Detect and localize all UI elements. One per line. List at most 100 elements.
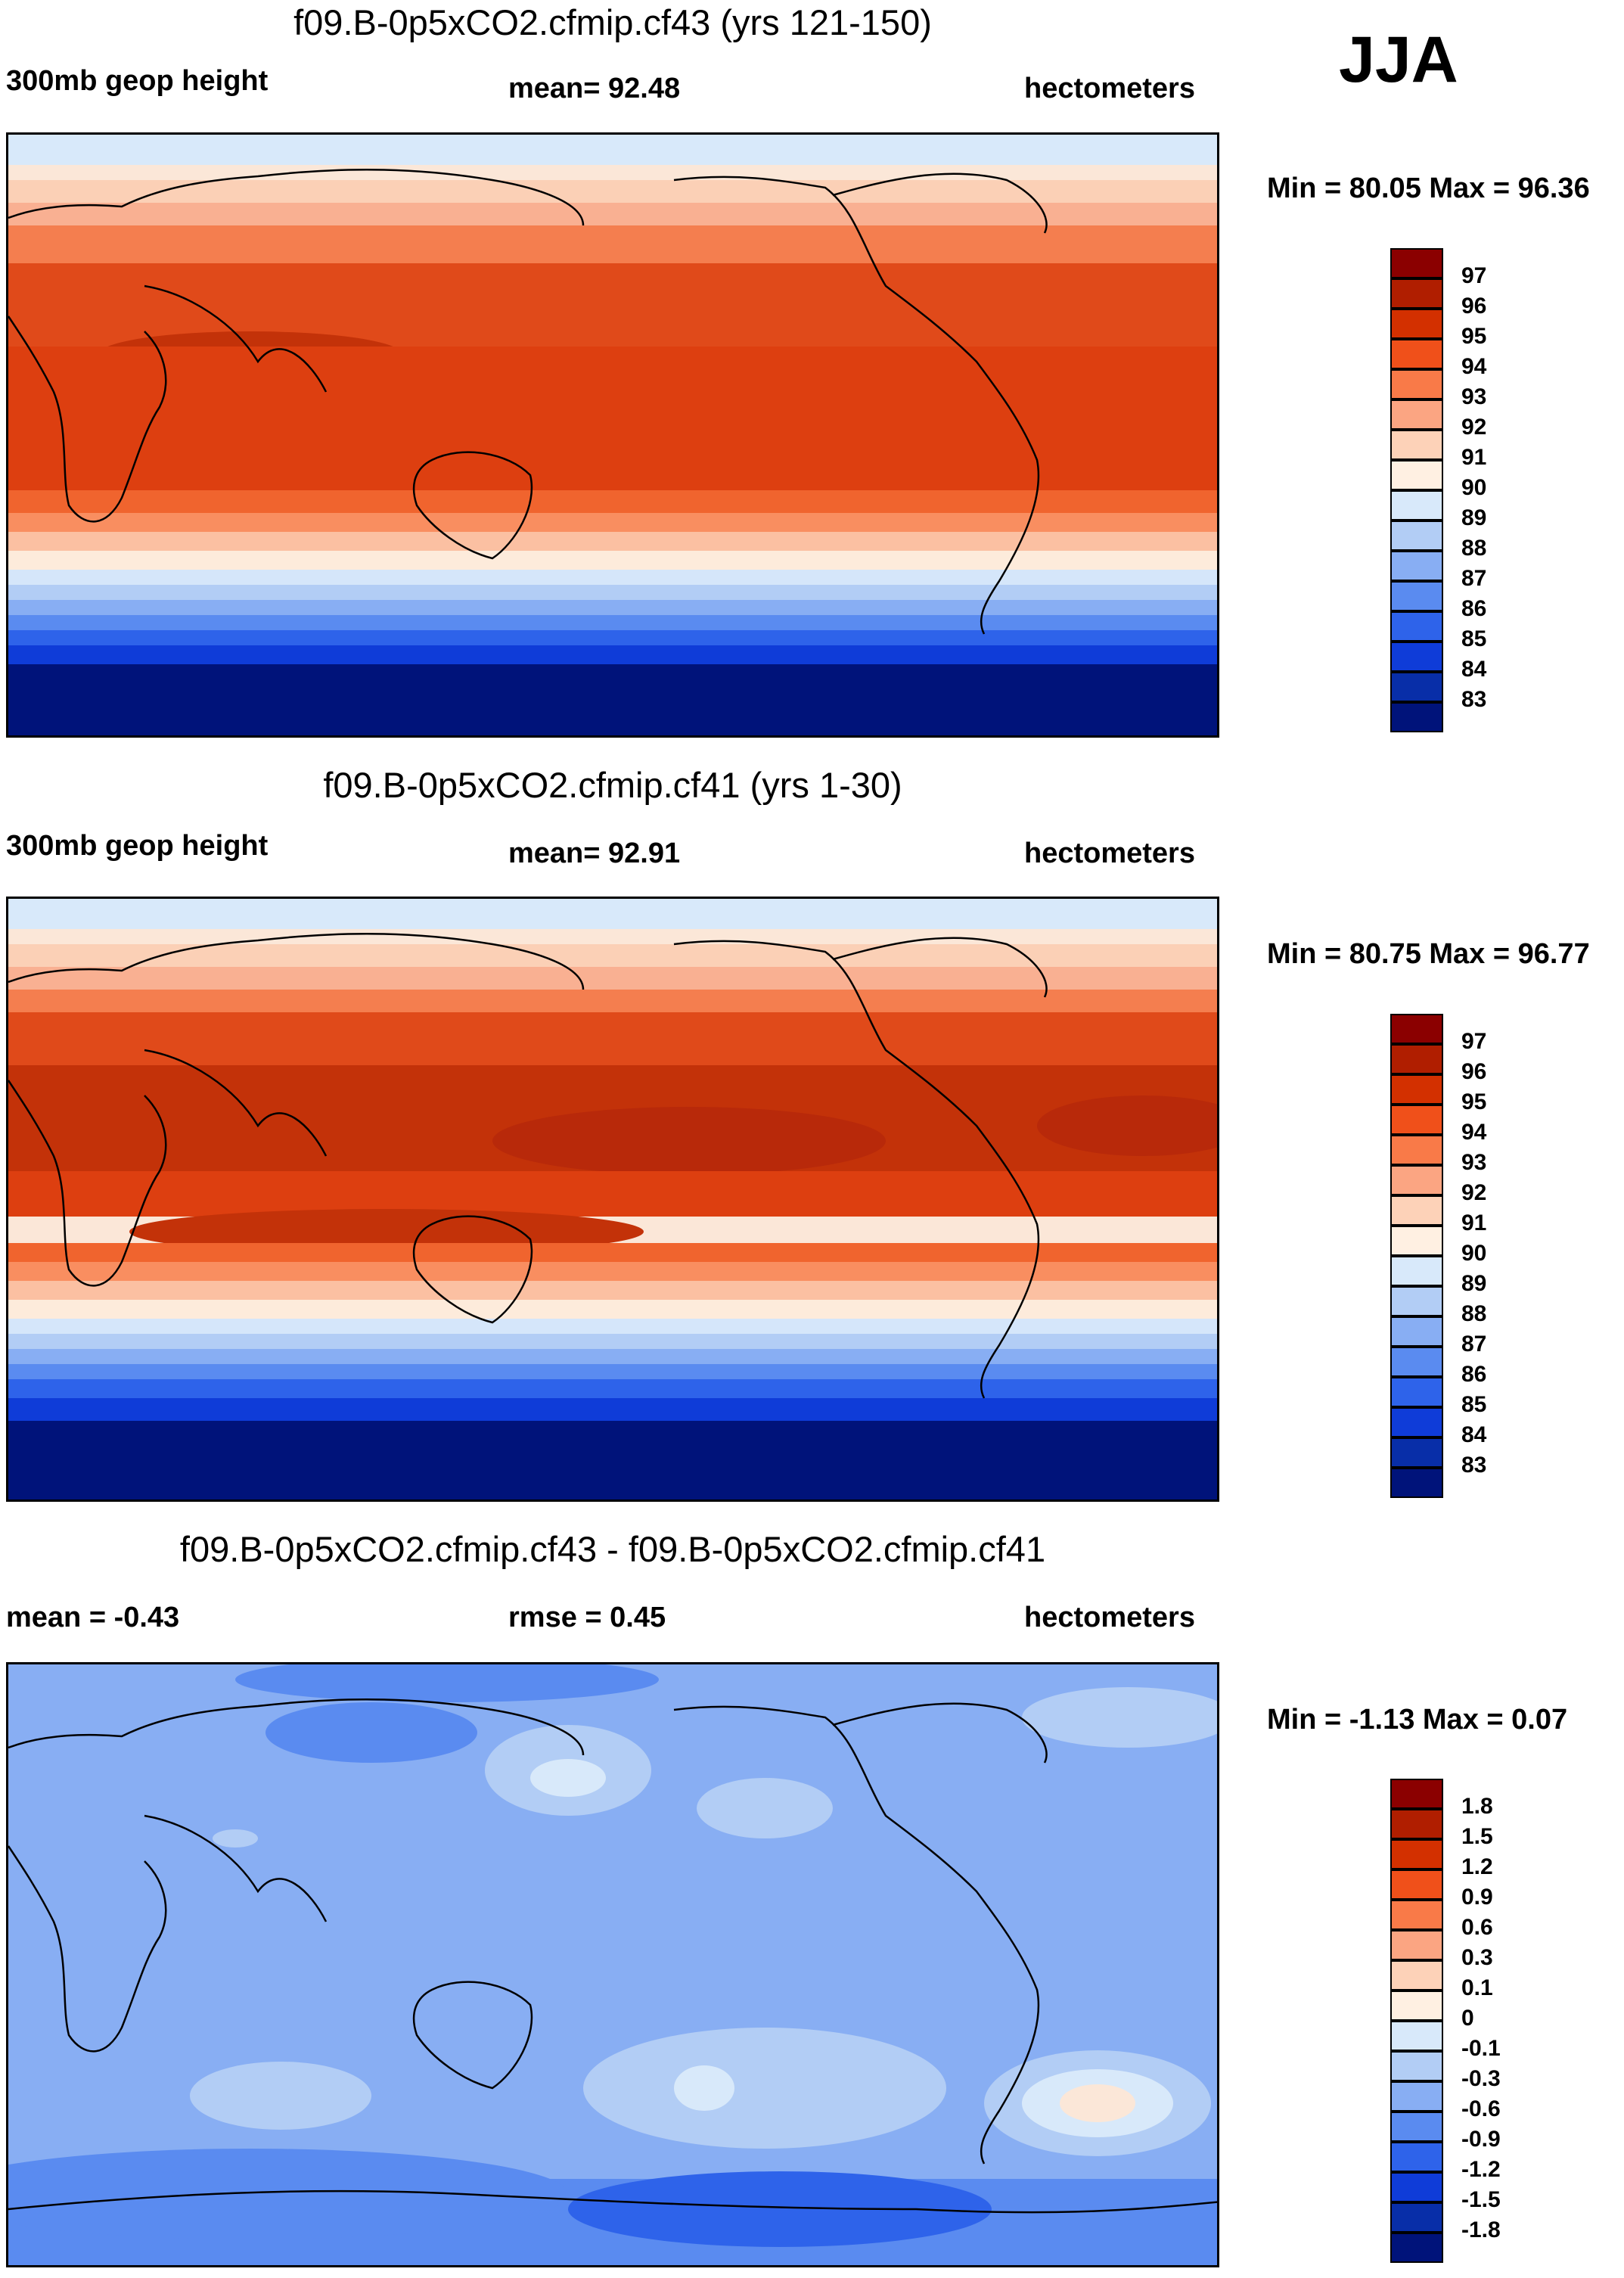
colorbar-level-label: 93 (1461, 1150, 1487, 1175)
colorbar-level-label: -0.6 (1461, 2096, 1501, 2121)
colorbar-level-label: 1.2 (1461, 1854, 1493, 1879)
colorbar-swatch (1390, 1779, 1443, 1809)
colorbar-level-label: 0.6 (1461, 1915, 1493, 1940)
colorbar-swatch (1390, 672, 1443, 702)
colorbar-swatch (1390, 1809, 1443, 1839)
panel2-mean-label: mean= 92.91 (508, 838, 681, 869)
colorbar-level-label: 96 (1461, 1059, 1487, 1084)
colorbar-level-label: 96 (1461, 294, 1487, 319)
panel2-variable-label: 300mb geop height (6, 830, 269, 862)
colorbar-swatch (1390, 1286, 1443, 1316)
season-label: JJA (1339, 23, 1458, 96)
colorbar-swatch (1390, 1437, 1443, 1468)
panel3-rmse-label: rmse = 0.45 (508, 1602, 666, 1633)
panel1-mean-label: mean= 92.48 (508, 73, 681, 104)
colorbar-swatch (1390, 1930, 1443, 1960)
panel3-mean-label: mean = -0.43 (6, 1602, 180, 1633)
colorbar-swatch (1390, 2112, 1443, 2142)
colorbar-level-label: -1.2 (1461, 2157, 1501, 2182)
colorbar-swatch (1390, 1468, 1443, 1498)
colorbar-swatch (1390, 1195, 1443, 1226)
colorbar-level-label: 95 (1461, 324, 1487, 349)
colorbar-swatch (1390, 2021, 1443, 2051)
colorbar-level-label: -0.1 (1461, 2036, 1501, 2061)
colorbar-level-label: 84 (1461, 1422, 1487, 1447)
panel1-title: f09.B-0p5xCO2.cfmip.cf43 (yrs 121-150) (293, 2, 932, 42)
colorbar-swatch (1390, 460, 1443, 490)
colorbar-swatch (1390, 1165, 1443, 1195)
colorbar-swatch (1390, 1960, 1443, 1991)
colorbar-level-label: 84 (1461, 657, 1487, 682)
colorbar-level-label: 1.5 (1461, 1824, 1493, 1849)
colorbar-swatch (1390, 1377, 1443, 1407)
colorbar-level-label: 85 (1461, 1392, 1487, 1417)
colorbar-level-label: 97 (1461, 263, 1487, 288)
colorbar-level-label: 0.1 (1461, 1975, 1493, 2000)
colorbar-level-label: 87 (1461, 566, 1487, 591)
colorbar-swatch (1390, 1407, 1443, 1437)
colorbar-swatch (1390, 2142, 1443, 2172)
colorbar-level-label: 94 (1461, 1120, 1487, 1145)
colorbar-level-label: 93 (1461, 384, 1487, 409)
colorbar-swatch (1390, 2172, 1443, 2202)
colorbar-swatch (1390, 581, 1443, 611)
panel3-contour-map (8, 1664, 1217, 2265)
colorbar-level-label: 90 (1461, 475, 1487, 500)
colorbar-level-label: 85 (1461, 626, 1487, 651)
colorbar-level-label: 87 (1461, 1332, 1487, 1357)
colorbar-swatch (1390, 1044, 1443, 1074)
colorbar-swatch (1390, 430, 1443, 460)
colorbar-swatch (1390, 1316, 1443, 1347)
colorbar-level-label: 92 (1461, 415, 1487, 440)
colorbar-level-label: 88 (1461, 1301, 1487, 1326)
colorbar-swatch (1390, 1105, 1443, 1135)
colorbar-swatch (1390, 1074, 1443, 1105)
panel1-map (6, 132, 1219, 738)
colorbar-swatch (1390, 1226, 1443, 1256)
colorbar-swatch (1390, 702, 1443, 732)
panel1-minmax: Min = 80.05 Max = 96.36 (1267, 172, 1590, 204)
panel3-title: f09.B-0p5xCO2.cfmip.cf43 - f09.B-0p5xCO2… (179, 1529, 1046, 1569)
colorbar-level-label: -0.3 (1461, 2066, 1501, 2091)
colorbar-level-label: 97 (1461, 1029, 1487, 1054)
panel2-title: f09.B-0p5xCO2.cfmip.cf41 (yrs 1-30) (323, 765, 902, 805)
colorbar-swatch (1390, 2081, 1443, 2112)
colorbar-swatch (1390, 1347, 1443, 1377)
panel1-variable-label: 300mb geop height (6, 65, 269, 97)
colorbar-swatch (1390, 2202, 1443, 2233)
colorbar-swatch (1390, 1869, 1443, 1900)
colorbar-swatch (1390, 339, 1443, 369)
colorbar-swatch (1390, 642, 1443, 672)
panel3-map (6, 1662, 1219, 2267)
colorbar-level-label: 0.9 (1461, 1885, 1493, 1910)
panel3-units-label: hectometers (1024, 1602, 1195, 1633)
colorbar-level-label: 86 (1461, 596, 1487, 621)
colorbar-swatch (1390, 2233, 1443, 2263)
colorbar-level-label: 86 (1461, 1362, 1487, 1387)
colorbar-level-label: 95 (1461, 1089, 1487, 1114)
colorbar-swatch (1390, 399, 1443, 430)
colorbar-swatch (1390, 1135, 1443, 1165)
colorbar-level-label: 89 (1461, 505, 1487, 530)
colorbar-swatch (1390, 611, 1443, 642)
colorbar-swatch (1390, 278, 1443, 309)
panel2-map (6, 897, 1219, 1502)
colorbar-level-label: 1.8 (1461, 1794, 1493, 1819)
panel3-minmax: Min = -1.13 Max = 0.07 (1267, 1704, 1568, 1736)
colorbar-level-label: -0.9 (1461, 2127, 1501, 2152)
colorbar-level-label: 91 (1461, 445, 1487, 470)
colorbar-swatch (1390, 2051, 1443, 2081)
panel1-contour-map (8, 135, 1217, 735)
colorbar-swatch (1390, 490, 1443, 521)
colorbar-level-label: 90 (1461, 1241, 1487, 1266)
colorbar-swatch (1390, 1014, 1443, 1044)
colorbar-level-label: 0.3 (1461, 1945, 1493, 1970)
colorbar-level-label: -1.5 (1461, 2187, 1501, 2212)
panel2-units-label: hectometers (1024, 838, 1195, 869)
colorbar-swatch (1390, 1991, 1443, 2021)
colorbar-level-label: 92 (1461, 1180, 1487, 1205)
colorbar-level-label: 88 (1461, 536, 1487, 561)
panel1-units-label: hectometers (1024, 73, 1195, 104)
colorbar-swatch (1390, 1839, 1443, 1869)
colorbar-level-label: 0 (1461, 2006, 1474, 2031)
